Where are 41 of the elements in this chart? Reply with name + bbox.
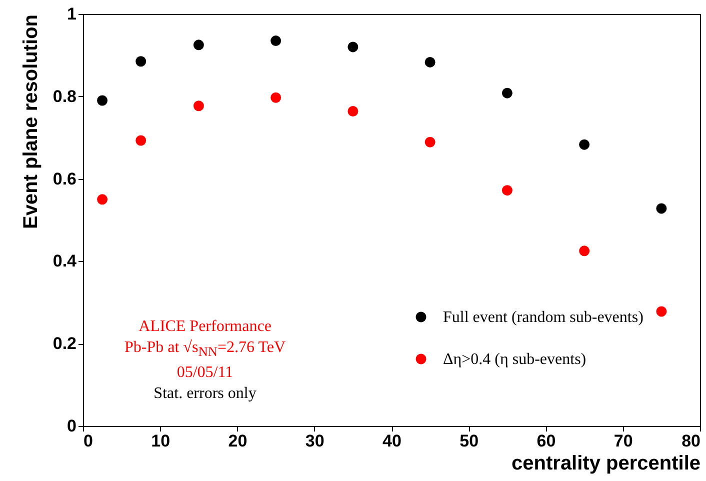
point	[136, 135, 146, 146]
point	[502, 185, 512, 196]
annotation: 05/05/11	[176, 363, 234, 384]
point	[270, 36, 282, 46]
point	[424, 136, 436, 148]
point	[136, 56, 146, 67]
annotation: Pb-Pb at √s$_{NN}$=2.76 TeV	[124, 338, 286, 362]
legend-label: Δη>0.4 (η sub-events)	[443, 351, 586, 368]
point	[656, 203, 667, 214]
y-tick-label: 0.8	[52, 86, 76, 106]
legend-label: Full event (random sub-events)	[443, 309, 644, 326]
point	[502, 88, 512, 98]
y-tick-label: 0.6	[52, 169, 76, 188]
point	[656, 306, 667, 317]
x-tick-label: 70	[614, 432, 633, 450]
point	[270, 92, 282, 103]
point	[579, 139, 590, 150]
x-tick-label: 30	[305, 432, 324, 450]
x-tick-label: 80	[682, 432, 700, 450]
y-tick-label: 1	[67, 4, 76, 24]
y-tick-label: 0	[67, 416, 76, 436]
point	[424, 56, 436, 68]
x-tick-label: 50	[460, 432, 479, 450]
y-tick-label: 0.4	[52, 252, 78, 271]
x-axis-title: centrality percentile	[512, 452, 700, 474]
y-axis-title: Event plane resolution	[20, 14, 42, 229]
x-tick-label: 0	[84, 432, 93, 450]
y-tick-label: 0.2	[52, 334, 76, 354]
point	[348, 42, 358, 52]
annotation: ALICE Performance	[138, 317, 272, 337]
point	[193, 100, 204, 112]
point	[579, 246, 590, 256]
annotation: Stat. errors only	[152, 384, 258, 404]
point	[97, 95, 108, 106]
point	[97, 194, 108, 205]
point	[193, 40, 204, 50]
x-tick-label: 10	[151, 432, 170, 450]
x-tick-label: 40	[382, 432, 402, 450]
x-tick-label: 20	[228, 432, 248, 450]
point	[348, 106, 358, 116]
x-tick-label: 60	[536, 432, 556, 450]
